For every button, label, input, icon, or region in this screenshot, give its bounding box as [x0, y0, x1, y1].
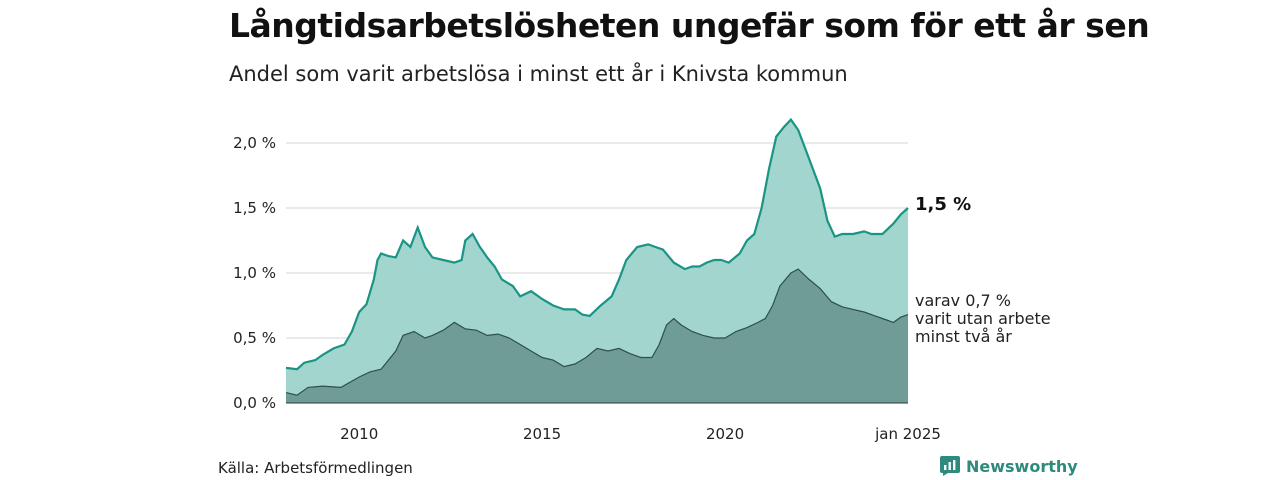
- source-note: Källa: Arbetsförmedlingen: [218, 459, 413, 477]
- x-tick-label: 2015: [523, 425, 561, 443]
- brand-name: Newsworthy: [966, 456, 1078, 476]
- newsworthy-logo-icon: [940, 456, 960, 476]
- x-tick-label: 2010: [340, 425, 378, 443]
- y-tick-label: 1,5 %: [233, 199, 276, 217]
- latest-value-label: 1,5 %: [915, 194, 972, 215]
- line-without-work-two-years: [285, 268, 909, 396]
- sub-series-label-line-1: varav 0,7 %: [915, 291, 1011, 310]
- area-without-work-two-years: [286, 269, 908, 403]
- chart-title: Långtidsarbetslösheten ungefär som för e…: [229, 6, 1150, 45]
- y-axis-ticks: 0,0 % 0,5 % 1,0 % 1,5 % 2,0 %: [233, 134, 276, 412]
- line-long-term-unemployed: [285, 117, 909, 371]
- brand-logo[interactable]: Newsworthy: [940, 456, 1078, 476]
- sub-series-label: varav 0,7 % varit utan arbete minst två …: [915, 292, 1051, 346]
- x-axis-ticks: 2010 2015 2020 jan 2025: [340, 425, 941, 443]
- y-tick-label: 1,0 %: [233, 264, 276, 282]
- sub-series-label-line-2: varit utan arbete: [915, 309, 1051, 328]
- chart-subtitle: Andel som varit arbetslösa i minst ett å…: [229, 62, 848, 86]
- y-tick-label: 0,5 %: [233, 329, 276, 347]
- x-tick-label: 2020: [706, 425, 744, 443]
- y-tick-label: 2,0 %: [233, 134, 276, 152]
- x-tick-label: jan 2025: [874, 425, 941, 443]
- sub-series-label-line-3: minst två år: [915, 327, 1012, 346]
- y-tick-label: 0,0 %: [233, 394, 276, 412]
